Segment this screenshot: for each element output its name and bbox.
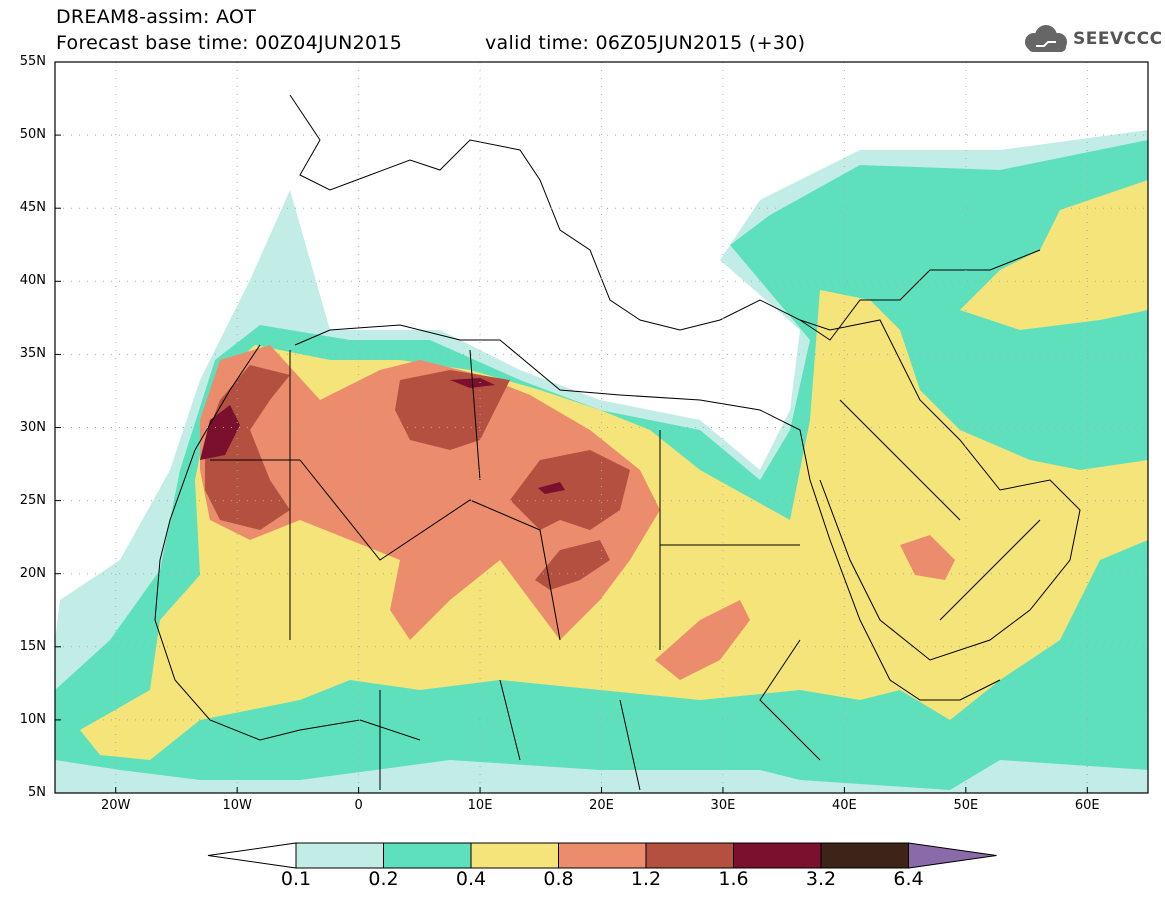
lon-label: 0 xyxy=(354,798,363,813)
borders xyxy=(210,349,1041,791)
colorbar xyxy=(207,842,997,869)
europe-coast xyxy=(289,94,1041,341)
lat-label: 40N xyxy=(19,273,46,289)
aot-level-0.8-a xyxy=(655,600,750,680)
lat-label: 10N xyxy=(19,711,46,727)
colorbar-box xyxy=(470,842,559,869)
arabia-coast xyxy=(799,319,1081,661)
aot-level-1.2-b xyxy=(395,370,510,450)
lon-label: 50E xyxy=(953,798,979,813)
lon-label: 20W xyxy=(101,798,131,813)
lon-label: 40E xyxy=(831,798,857,813)
lat-label: 30N xyxy=(19,419,46,435)
forecast-base-time: Forecast base time: 00Z04JUN2015 xyxy=(56,32,403,54)
coastlines xyxy=(154,94,1081,791)
colorbar-over xyxy=(908,842,997,869)
aot-level-1.2 xyxy=(205,365,290,530)
colorbar-label: 3.2 xyxy=(805,868,837,890)
aot-level-1.2-c xyxy=(510,450,630,530)
colorbar-label: 0.4 xyxy=(455,868,487,890)
axis-ticks xyxy=(55,61,1088,794)
colorbar-label: 1.2 xyxy=(630,868,662,890)
colorbar-box xyxy=(558,842,647,869)
lat-label: 15N xyxy=(19,638,46,654)
colorbar-label: 0.1 xyxy=(280,868,312,890)
colorbar-box xyxy=(820,842,909,869)
aot-level-0.8-b xyxy=(900,535,955,580)
colorbar-label: 1.6 xyxy=(718,868,749,890)
colorbar-under xyxy=(207,842,297,869)
lat-label: 20N xyxy=(19,565,46,581)
colorbar-label: 0.2 xyxy=(368,868,399,890)
colorbar-label: 6.4 xyxy=(893,868,924,890)
lon-label: 30E xyxy=(710,798,736,813)
logo-text: SEEVCCC xyxy=(1073,29,1163,49)
map-title: DREAM8-assim: AOT xyxy=(56,6,257,28)
lat-label: 25N xyxy=(19,492,46,508)
lat-label: 50N xyxy=(19,127,46,143)
aot-level-1.6 xyxy=(200,405,240,460)
lat-label: 5N xyxy=(28,785,46,800)
colorbar-box xyxy=(295,842,384,869)
lon-label: 10W xyxy=(222,798,252,813)
valid-time: valid time: 06Z05JUN2015 (+30) xyxy=(485,32,806,54)
aot-level-1.2-d xyxy=(535,540,610,590)
lon-label: 10E xyxy=(467,798,493,813)
colorbar-label: 0.8 xyxy=(543,868,574,890)
lat-label: 45N xyxy=(19,200,46,216)
colorbar-box xyxy=(383,842,472,869)
colorbar-box xyxy=(733,842,822,869)
aot-level-0.4-east xyxy=(960,180,1148,330)
lon-label: 60E xyxy=(1074,798,1100,813)
lat-label: 55N xyxy=(19,54,46,69)
lat-label: 35N xyxy=(19,346,46,362)
lon-label: 20E xyxy=(589,798,614,813)
west-africa-coast xyxy=(154,344,421,741)
aot-level-0.8 xyxy=(200,345,660,640)
cloud-icon xyxy=(1025,25,1067,52)
colorbar-box xyxy=(645,842,734,869)
africa-coast xyxy=(294,324,1001,701)
aot-level-1.6-b xyxy=(538,482,565,494)
